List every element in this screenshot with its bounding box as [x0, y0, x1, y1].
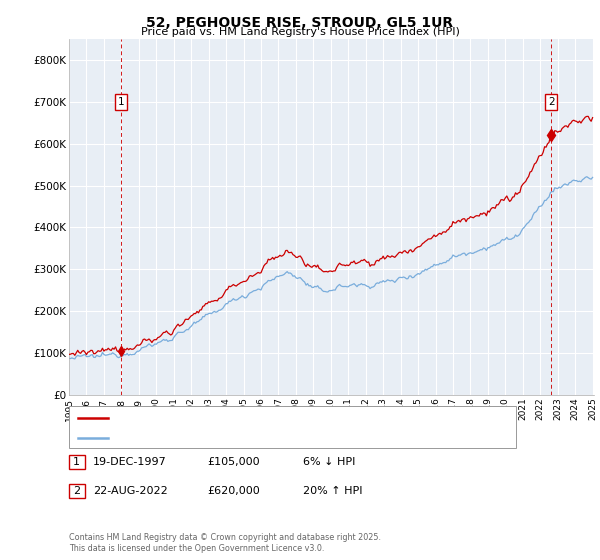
Text: HPI: Average price, detached house, Stroud: HPI: Average price, detached house, Stro… [114, 432, 341, 442]
Text: 19-DEC-1997: 19-DEC-1997 [93, 457, 167, 467]
Text: 2: 2 [73, 486, 80, 496]
Text: 6% ↓ HPI: 6% ↓ HPI [303, 457, 355, 467]
Text: Contains HM Land Registry data © Crown copyright and database right 2025.
This d: Contains HM Land Registry data © Crown c… [69, 533, 381, 553]
Text: 1: 1 [73, 457, 80, 467]
Text: 2: 2 [548, 97, 554, 107]
Text: 52, PEGHOUSE RISE, STROUD, GL5 1UR (detached house): 52, PEGHOUSE RISE, STROUD, GL5 1UR (deta… [114, 413, 415, 423]
Text: £105,000: £105,000 [207, 457, 260, 467]
Text: 20% ↑ HPI: 20% ↑ HPI [303, 486, 362, 496]
Text: 52, PEGHOUSE RISE, STROUD, GL5 1UR: 52, PEGHOUSE RISE, STROUD, GL5 1UR [146, 16, 454, 30]
Text: 1: 1 [118, 97, 124, 107]
Text: Price paid vs. HM Land Registry's House Price Index (HPI): Price paid vs. HM Land Registry's House … [140, 27, 460, 37]
Text: 22-AUG-2022: 22-AUG-2022 [93, 486, 168, 496]
Text: £620,000: £620,000 [207, 486, 260, 496]
